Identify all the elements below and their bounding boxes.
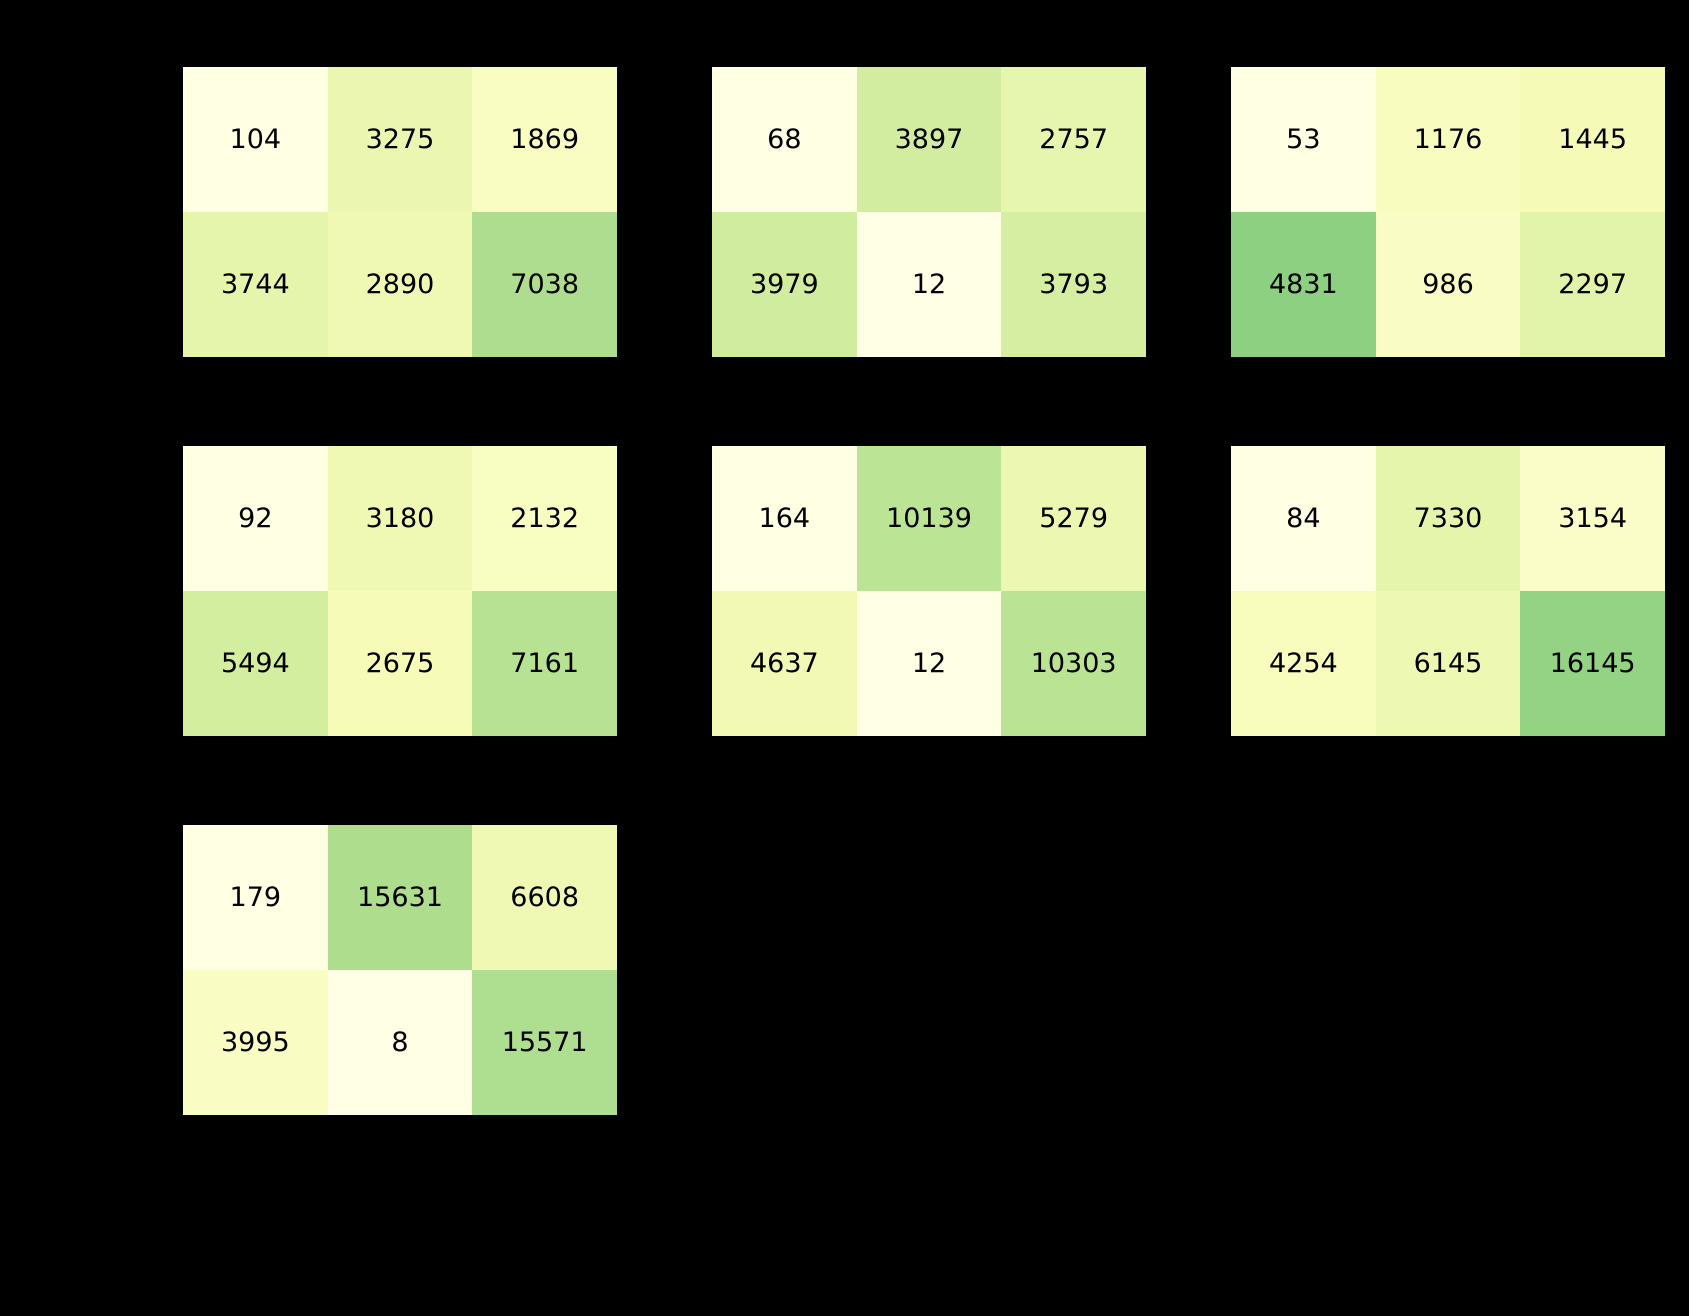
heatmap-cell: 164 bbox=[712, 446, 857, 591]
heatmap-cell-value: 3897 bbox=[894, 124, 964, 155]
heatmap-cell-value: 12 bbox=[911, 648, 947, 679]
heatmap-cell-value: 6608 bbox=[510, 882, 580, 913]
heatmap-cell-value: 3154 bbox=[1558, 503, 1628, 534]
heatmap-cell-value: 68 bbox=[767, 124, 802, 155]
heatmap-cell: 1176 bbox=[1375, 67, 1521, 212]
heatmap-cell-value: 53 bbox=[1286, 124, 1321, 155]
heatmap-cell-value: 2890 bbox=[365, 269, 435, 300]
heatmap-cell: 179 bbox=[183, 825, 328, 970]
heatmap-cell: 2757 bbox=[1001, 67, 1146, 212]
heatmap-cell-value: 12 bbox=[911, 269, 947, 300]
heatmap-cell: 2132 bbox=[472, 446, 617, 591]
heatmap-cell-value: 6145 bbox=[1413, 648, 1483, 679]
heatmap-cell-value: 4637 bbox=[749, 648, 819, 679]
heatmap-cell-value: 3995 bbox=[220, 1027, 290, 1058]
heatmap-cell-value: 4831 bbox=[1268, 269, 1338, 300]
heatmap-cell: 3275 bbox=[327, 67, 473, 212]
heatmap-cell-value: 2297 bbox=[1558, 269, 1628, 300]
heatmap-cell: 1869 bbox=[472, 67, 617, 212]
heatmap-cell-value: 15571 bbox=[501, 1027, 588, 1058]
heatmap-cell: 7161 bbox=[472, 591, 617, 736]
heatmap-cell: 3793 bbox=[1001, 212, 1146, 357]
heatmap-cell-value: 7161 bbox=[510, 648, 580, 679]
heatmap-cell-value: 16145 bbox=[1549, 648, 1636, 679]
heatmap-cell: 3995 bbox=[183, 970, 328, 1115]
heatmap-cell: 3154 bbox=[1520, 446, 1665, 591]
heatmap-cell: 10139 bbox=[856, 446, 1002, 591]
heatmap-cell-value: 3275 bbox=[365, 124, 435, 155]
heatmap-cell: 104 bbox=[183, 67, 328, 212]
heatmap-cell-value: 104 bbox=[229, 124, 282, 155]
heatmap-panel: 53 1176 1445 4831 986 2297 bbox=[1231, 67, 1665, 357]
heatmap-cell-value: 3979 bbox=[749, 269, 819, 300]
heatmap-cell: 12 bbox=[856, 591, 1002, 736]
heatmap-cell-value: 5494 bbox=[220, 648, 290, 679]
heatmap-cell: 4637 bbox=[712, 591, 857, 736]
heatmap-cell: 16145 bbox=[1520, 591, 1665, 736]
heatmap-cell-value: 10139 bbox=[886, 503, 972, 534]
heatmap-cell-value: 1445 bbox=[1558, 124, 1628, 155]
heatmap-cell-value: 4254 bbox=[1268, 648, 1338, 679]
heatmap-cell: 3744 bbox=[183, 212, 328, 357]
heatmap-panel: 68 3897 2757 3979 12 3793 bbox=[712, 67, 1146, 357]
heatmap-cell: 6608 bbox=[472, 825, 617, 970]
heatmap-cell-value: 2675 bbox=[365, 648, 435, 679]
heatmap-cell: 15571 bbox=[472, 970, 617, 1115]
heatmap-panel: 179 15631 6608 3995 8 15571 bbox=[183, 825, 617, 1115]
heatmap-cell: 2890 bbox=[327, 212, 473, 357]
heatmap-cell-value: 3180 bbox=[365, 503, 435, 534]
heatmap-cell-value: 84 bbox=[1286, 503, 1321, 534]
heatmap-cell: 15631 bbox=[327, 825, 473, 970]
heatmap-cell-value: 179 bbox=[229, 882, 282, 913]
heatmap-cell: 2297 bbox=[1520, 212, 1665, 357]
heatmap-panel: 104 3275 1869 3744 2890 7038 bbox=[183, 67, 617, 357]
heatmap-panel: 164 10139 5279 4637 12 10303 bbox=[712, 446, 1146, 736]
heatmap-cell: 84 bbox=[1231, 446, 1376, 591]
heatmap-cell: 68 bbox=[712, 67, 857, 212]
heatmap-cell: 12 bbox=[856, 212, 1002, 357]
heatmap-cell: 2675 bbox=[327, 591, 473, 736]
heatmap-panel: 92 3180 2132 5494 2675 7161 bbox=[183, 446, 617, 736]
heatmap-cell-value: 164 bbox=[758, 503, 811, 534]
heatmap-cell-value: 7038 bbox=[510, 269, 580, 300]
heatmap-cell: 3180 bbox=[327, 446, 473, 591]
heatmap-cell-value: 92 bbox=[238, 503, 273, 534]
heatmap-cell: 3979 bbox=[712, 212, 857, 357]
heatmap-cell-value: 3744 bbox=[220, 269, 290, 300]
heatmap-cell-value: 986 bbox=[1422, 269, 1474, 300]
heatmap-cell-value: 2757 bbox=[1039, 124, 1109, 155]
heatmap-panel: 84 7330 3154 4254 6145 16145 bbox=[1231, 446, 1665, 736]
heatmap-cell-value: 10303 bbox=[1030, 648, 1117, 679]
heatmap-cell-value: 15631 bbox=[357, 882, 443, 913]
heatmap-cell-value: 5279 bbox=[1039, 503, 1109, 534]
heatmap-cell: 5279 bbox=[1001, 446, 1146, 591]
heatmap-cell: 3897 bbox=[856, 67, 1002, 212]
heatmap-cell: 10303 bbox=[1001, 591, 1146, 736]
heatmap-cell-value: 7330 bbox=[1413, 503, 1483, 534]
heatmap-cell-value: 1176 bbox=[1413, 124, 1483, 155]
heatmap-cell: 7038 bbox=[472, 212, 617, 357]
heatmap-cell-value: 1869 bbox=[510, 124, 580, 155]
heatmap-cell: 5494 bbox=[183, 591, 328, 736]
heatmap-cell: 4831 bbox=[1231, 212, 1376, 357]
heatmap-cell: 6145 bbox=[1375, 591, 1521, 736]
heatmap-cell: 4254 bbox=[1231, 591, 1376, 736]
heatmap-cell: 1445 bbox=[1520, 67, 1665, 212]
heatmap-cell-value: 3793 bbox=[1039, 269, 1109, 300]
heatmap-cell: 8 bbox=[327, 970, 473, 1115]
heatmap-cell-value: 8 bbox=[391, 1027, 409, 1058]
heatmap-cell-value: 2132 bbox=[510, 503, 580, 534]
heatmap-cell: 986 bbox=[1375, 212, 1521, 357]
heatmap-cell: 92 bbox=[183, 446, 328, 591]
heatmap-cell: 7330 bbox=[1375, 446, 1521, 591]
heatmap-cell: 53 bbox=[1231, 67, 1376, 212]
